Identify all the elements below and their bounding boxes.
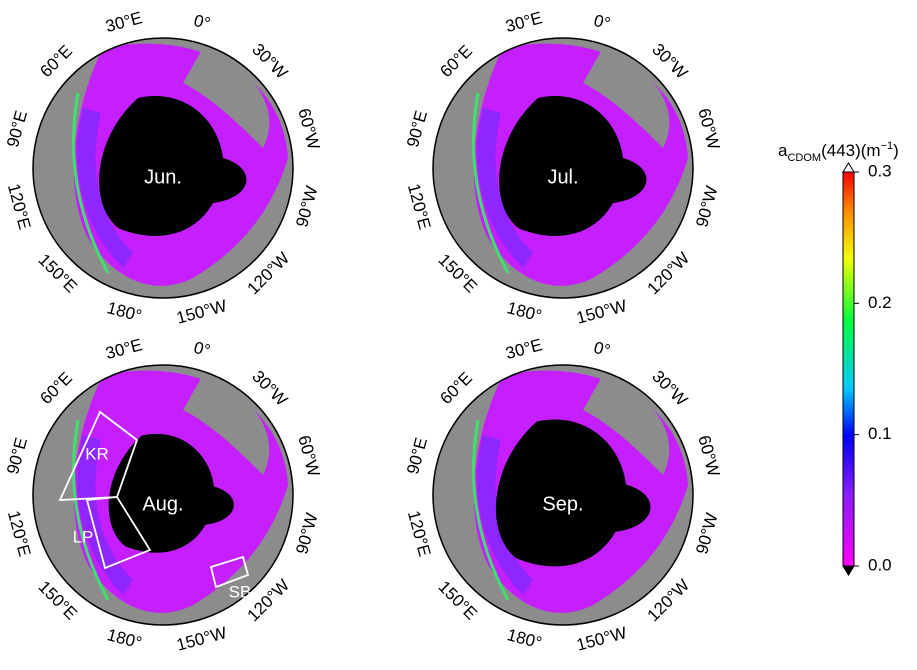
longitude-label: 60°W bbox=[294, 433, 323, 478]
month-label: Sep. bbox=[542, 493, 583, 515]
month-label: Jun. bbox=[144, 166, 182, 188]
map-panel: Aug.0°30°W60°W90°W120°W150°W180°150°E120… bbox=[3, 335, 323, 655]
colorbar-tick-label: 0.3 bbox=[868, 161, 892, 180]
longitude-label: 90°W bbox=[292, 511, 321, 556]
longitude-label: 60°E bbox=[36, 368, 76, 408]
colorbar-tick-label: 0.2 bbox=[868, 293, 892, 312]
region-label: SB bbox=[229, 582, 252, 601]
ocean-blue bbox=[477, 435, 533, 595]
map-body bbox=[33, 38, 293, 298]
map-panel: Jul.0°30°W60°W90°W120°W150°W180°150°E120… bbox=[403, 8, 723, 328]
colorbar-tick-label: 0.0 bbox=[868, 555, 892, 574]
longitude-label: 30°E bbox=[504, 335, 545, 363]
colorbar-extend-top bbox=[842, 162, 855, 173]
longitude-label: 150°W bbox=[574, 296, 628, 328]
longitude-label: 30°E bbox=[504, 8, 545, 36]
coast-green bbox=[71, 92, 110, 274]
longitude-label: 90°E bbox=[3, 109, 31, 150]
longitude-label: 90°W bbox=[692, 184, 721, 229]
colorbar-label: aCDOM(443)(m−1) bbox=[778, 140, 899, 164]
longitude-label: 0° bbox=[192, 338, 213, 361]
longitude-label: 30°E bbox=[104, 8, 145, 36]
longitude-label: 60°W bbox=[694, 433, 723, 478]
map-panel: Sep.0°30°W60°W90°W120°W150°W180°150°E120… bbox=[403, 335, 723, 655]
sea-ice bbox=[108, 433, 234, 553]
longitude-label: 120°E bbox=[4, 509, 34, 559]
longitude-label: 60°W bbox=[694, 106, 723, 151]
longitude-label: 90°E bbox=[403, 109, 431, 150]
map-border bbox=[32, 364, 294, 626]
map-border bbox=[432, 37, 694, 299]
region-label: LP bbox=[73, 527, 94, 546]
sea-ice bbox=[99, 96, 247, 236]
coast-green bbox=[471, 92, 510, 274]
sea-ice bbox=[499, 96, 647, 236]
greenland bbox=[183, 375, 270, 475]
month-label: Jul. bbox=[547, 166, 578, 188]
ocean-blue bbox=[477, 108, 533, 268]
colorbar-label-part: CDOM bbox=[787, 152, 821, 164]
greenland bbox=[183, 48, 270, 148]
longitude-label: 180° bbox=[105, 625, 144, 652]
longitude-label: 90°E bbox=[3, 436, 31, 477]
longitude-label: 90°W bbox=[292, 184, 321, 229]
longitude-label: 0° bbox=[192, 11, 213, 34]
longitude-label: 120°E bbox=[4, 182, 34, 232]
longitude-label: 90°W bbox=[692, 511, 721, 556]
sea-ice bbox=[495, 419, 651, 567]
longitude-label: 60°W bbox=[294, 106, 323, 151]
longitude-label: 0° bbox=[592, 338, 613, 361]
colorbar-fill bbox=[842, 171, 855, 567]
longitude-label: 150°W bbox=[174, 296, 228, 328]
colorbar-label-part: (443)(m bbox=[821, 141, 881, 160]
longitude-label: 180° bbox=[105, 298, 144, 325]
map-body bbox=[433, 365, 693, 625]
longitude-label: 150°W bbox=[174, 623, 228, 655]
longitude-label: 90°E bbox=[403, 436, 431, 477]
colorbar-label-part: a bbox=[778, 141, 788, 160]
longitude-label: 180° bbox=[505, 298, 544, 325]
longitude-label: 120°E bbox=[404, 509, 434, 559]
map-border bbox=[432, 364, 694, 626]
greenland bbox=[583, 48, 670, 148]
coast-green bbox=[471, 419, 510, 601]
longitude-label: 30°E bbox=[104, 335, 145, 363]
region-box bbox=[209, 555, 250, 589]
coast-green bbox=[71, 419, 110, 601]
map-body bbox=[33, 365, 293, 625]
colorbar-label-part: ) bbox=[893, 141, 899, 160]
map-border bbox=[32, 37, 294, 299]
colorbar-tick-label: 0.1 bbox=[868, 424, 892, 443]
colorbar-label-part: −1 bbox=[881, 140, 894, 152]
longitude-label: 60°E bbox=[436, 41, 476, 81]
longitude-label: 60°E bbox=[36, 41, 76, 81]
longitude-label: 180° bbox=[505, 625, 544, 652]
longitude-label: 120°E bbox=[404, 182, 434, 232]
longitude-label: 60°E bbox=[436, 368, 476, 408]
longitude-label: 0° bbox=[592, 11, 613, 34]
month-label: Aug. bbox=[142, 493, 183, 515]
region-box bbox=[85, 496, 152, 570]
ocean-blue bbox=[77, 435, 133, 595]
colorbar-extend-bottom bbox=[842, 565, 855, 576]
map-panel: Jun.0°30°W60°W90°W120°W150°W180°150°E120… bbox=[3, 8, 323, 328]
map-body bbox=[433, 38, 693, 298]
greenland bbox=[583, 375, 670, 475]
ocean-blue bbox=[77, 108, 133, 268]
region-label: KR bbox=[85, 444, 109, 463]
longitude-label: 150°W bbox=[574, 623, 628, 655]
